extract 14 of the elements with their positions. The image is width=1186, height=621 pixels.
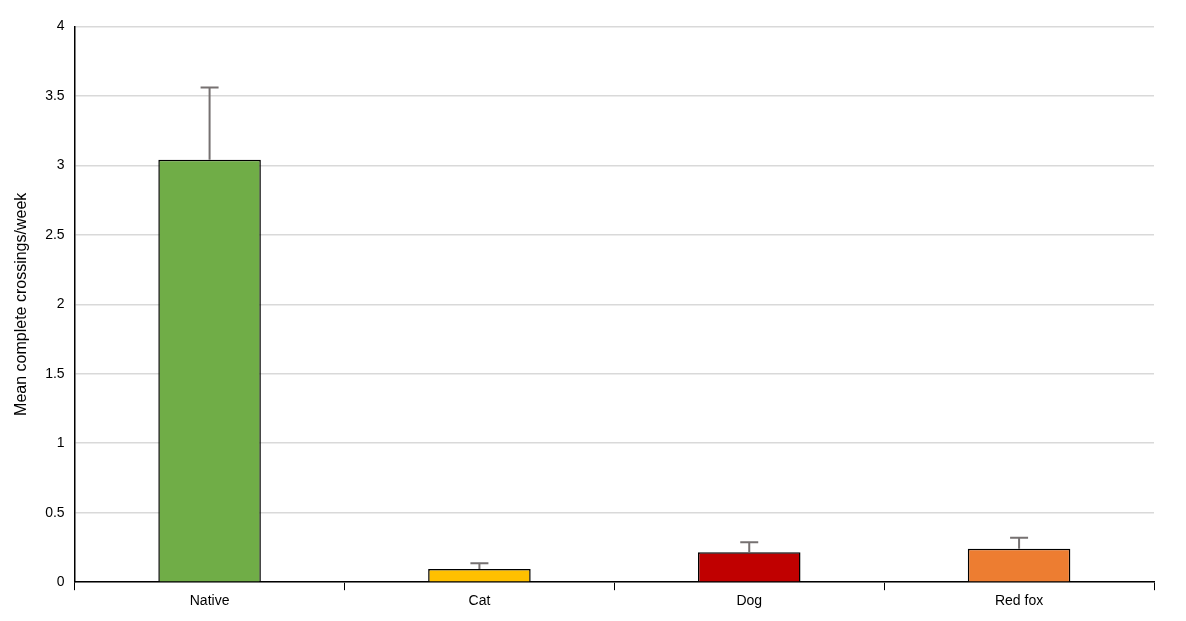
y-tick-label: 4	[56, 17, 65, 34]
x-tick-label: Cat	[468, 592, 491, 609]
y-tick-label: 2.5	[45, 225, 65, 242]
x-tick-label: Red fox	[994, 592, 1044, 609]
y-tick-label: 0.5	[45, 503, 65, 520]
x-tick-label: Dog	[736, 592, 763, 609]
y-tick-label: 3.5	[45, 86, 65, 103]
y-tick-label: 2	[56, 295, 65, 312]
x-tick-label: Native	[189, 592, 230, 609]
y-tick-label: 1	[56, 434, 65, 451]
y-tick-label: 3	[56, 156, 65, 173]
y-tick-label: 0	[56, 573, 65, 590]
y-axis-title: Mean complete crossings/week	[12, 191, 30, 416]
y-tick-label: 1.5	[45, 364, 65, 381]
